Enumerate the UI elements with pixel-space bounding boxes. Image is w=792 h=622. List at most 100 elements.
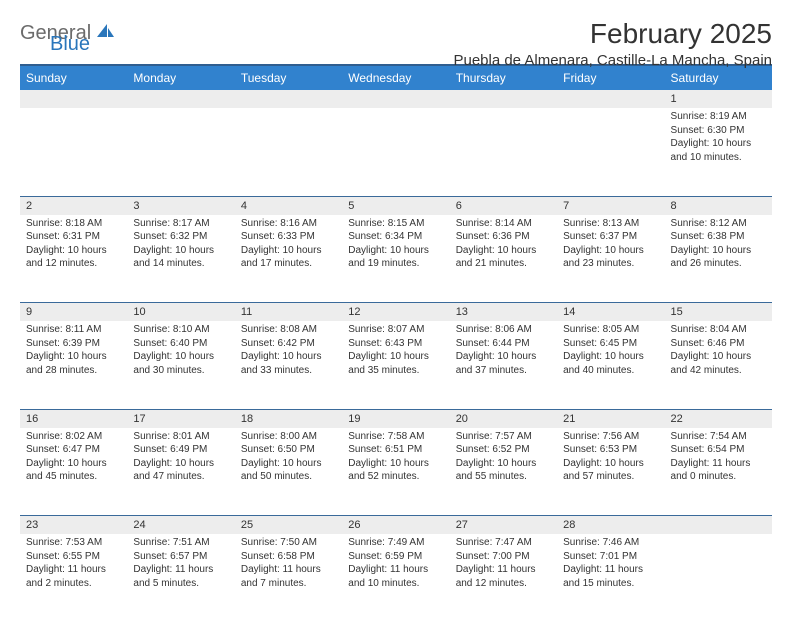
day-number: 5 xyxy=(342,197,449,215)
day-number-cell: 12 xyxy=(342,303,449,322)
brand-text-blue: Blue xyxy=(50,33,90,55)
day-number: 24 xyxy=(127,516,234,534)
day-cell-body: Sunrise: 8:14 AMSunset: 6:36 PMDaylight:… xyxy=(450,215,557,277)
day-cell: Sunrise: 8:07 AMSunset: 6:43 PMDaylight:… xyxy=(342,321,449,409)
day-cell-body: Sunrise: 7:50 AMSunset: 6:58 PMDaylight:… xyxy=(235,534,342,596)
day-cell xyxy=(557,108,664,196)
day-number-empty xyxy=(127,90,234,108)
day-cell-body: Sunrise: 8:15 AMSunset: 6:34 PMDaylight:… xyxy=(342,215,449,277)
day-number-cell: 19 xyxy=(342,409,449,428)
day-cell-body: Sunrise: 8:01 AMSunset: 6:49 PMDaylight:… xyxy=(127,428,234,490)
day-number-row: 232425262728 xyxy=(20,516,772,535)
day-cell-body: Sunrise: 7:46 AMSunset: 7:01 PMDaylight:… xyxy=(557,534,664,596)
day-number: 21 xyxy=(557,410,664,428)
calendar-page: General February 2025 Puebla de Almenara… xyxy=(0,0,792,622)
day-number-cell: 9 xyxy=(20,303,127,322)
day-cell: Sunrise: 8:01 AMSunset: 6:49 PMDaylight:… xyxy=(127,428,234,516)
day-number-cell: 17 xyxy=(127,409,234,428)
day-cell-body: Sunrise: 8:16 AMSunset: 6:33 PMDaylight:… xyxy=(235,215,342,277)
day-number: 22 xyxy=(665,410,772,428)
day-cell: Sunrise: 8:12 AMSunset: 6:38 PMDaylight:… xyxy=(665,215,772,303)
day-number-cell: 27 xyxy=(450,516,557,535)
day-number: 12 xyxy=(342,303,449,321)
day-number: 3 xyxy=(127,197,234,215)
day-number-row: 1 xyxy=(20,90,772,108)
day-cell: Sunrise: 8:14 AMSunset: 6:36 PMDaylight:… xyxy=(450,215,557,303)
day-number-cell: 26 xyxy=(342,516,449,535)
week-row: Sunrise: 8:19 AMSunset: 6:30 PMDaylight:… xyxy=(20,108,772,196)
day-number: 7 xyxy=(557,197,664,215)
day-number-cell: 4 xyxy=(235,196,342,215)
week-row: Sunrise: 8:02 AMSunset: 6:47 PMDaylight:… xyxy=(20,428,772,516)
day-header-cell: Tuesday xyxy=(235,65,342,90)
day-number-cell: 20 xyxy=(450,409,557,428)
day-header-cell: Monday xyxy=(127,65,234,90)
day-number: 13 xyxy=(450,303,557,321)
day-cell: Sunrise: 8:05 AMSunset: 6:45 PMDaylight:… xyxy=(557,321,664,409)
day-cell: Sunrise: 8:11 AMSunset: 6:39 PMDaylight:… xyxy=(20,321,127,409)
day-cell-body: Sunrise: 8:17 AMSunset: 6:32 PMDaylight:… xyxy=(127,215,234,277)
day-cell: Sunrise: 7:51 AMSunset: 6:57 PMDaylight:… xyxy=(127,534,234,622)
day-number: 6 xyxy=(450,197,557,215)
day-cell-body: Sunrise: 7:54 AMSunset: 6:54 PMDaylight:… xyxy=(665,428,772,490)
day-cell xyxy=(20,108,127,196)
calendar-table: SundayMondayTuesdayWednesdayThursdayFrid… xyxy=(20,64,772,622)
day-number: 10 xyxy=(127,303,234,321)
day-number: 23 xyxy=(20,516,127,534)
day-cell-body: Sunrise: 7:56 AMSunset: 6:53 PMDaylight:… xyxy=(557,428,664,490)
day-cell xyxy=(450,108,557,196)
day-cell-body: Sunrise: 7:51 AMSunset: 6:57 PMDaylight:… xyxy=(127,534,234,596)
day-header-cell: Sunday xyxy=(20,65,127,90)
day-cell-body: Sunrise: 8:04 AMSunset: 6:46 PMDaylight:… xyxy=(665,321,772,383)
day-number-cell: 5 xyxy=(342,196,449,215)
day-number-row: 2345678 xyxy=(20,196,772,215)
day-number-cell xyxy=(342,90,449,108)
day-cell: Sunrise: 7:56 AMSunset: 6:53 PMDaylight:… xyxy=(557,428,664,516)
day-number-cell: 18 xyxy=(235,409,342,428)
day-number-cell xyxy=(665,516,772,535)
day-number-cell: 15 xyxy=(665,303,772,322)
day-cell: Sunrise: 8:08 AMSunset: 6:42 PMDaylight:… xyxy=(235,321,342,409)
day-number-cell: 10 xyxy=(127,303,234,322)
day-number-cell: 14 xyxy=(557,303,664,322)
brand-blue-wrap: Blue xyxy=(50,33,110,56)
day-cell: Sunrise: 7:47 AMSunset: 7:00 PMDaylight:… xyxy=(450,534,557,622)
day-cell xyxy=(665,534,772,622)
day-cell: Sunrise: 7:49 AMSunset: 6:59 PMDaylight:… xyxy=(342,534,449,622)
day-number: 8 xyxy=(665,197,772,215)
day-cell-body: Sunrise: 8:07 AMSunset: 6:43 PMDaylight:… xyxy=(342,321,449,383)
day-number: 16 xyxy=(20,410,127,428)
day-cell: Sunrise: 7:50 AMSunset: 6:58 PMDaylight:… xyxy=(235,534,342,622)
day-number: 28 xyxy=(557,516,664,534)
day-cell-body: Sunrise: 7:53 AMSunset: 6:55 PMDaylight:… xyxy=(20,534,127,596)
day-number-cell: 1 xyxy=(665,90,772,108)
day-number-cell: 23 xyxy=(20,516,127,535)
day-number-cell: 28 xyxy=(557,516,664,535)
month-title: February 2025 xyxy=(453,18,772,50)
day-number: 26 xyxy=(342,516,449,534)
day-number-empty xyxy=(20,90,127,108)
day-cell xyxy=(127,108,234,196)
calendar-body: 1Sunrise: 8:19 AMSunset: 6:30 PMDaylight… xyxy=(20,90,772,622)
week-row: Sunrise: 8:18 AMSunset: 6:31 PMDaylight:… xyxy=(20,215,772,303)
day-number: 25 xyxy=(235,516,342,534)
day-cell-body: Sunrise: 8:08 AMSunset: 6:42 PMDaylight:… xyxy=(235,321,342,383)
day-cell: Sunrise: 8:15 AMSunset: 6:34 PMDaylight:… xyxy=(342,215,449,303)
day-number-cell xyxy=(20,90,127,108)
day-number: 15 xyxy=(665,303,772,321)
day-cell: Sunrise: 8:06 AMSunset: 6:44 PMDaylight:… xyxy=(450,321,557,409)
day-number-cell: 22 xyxy=(665,409,772,428)
day-number: 19 xyxy=(342,410,449,428)
day-number-cell: 16 xyxy=(20,409,127,428)
day-cell-body: Sunrise: 8:06 AMSunset: 6:44 PMDaylight:… xyxy=(450,321,557,383)
day-number: 18 xyxy=(235,410,342,428)
day-number-empty xyxy=(342,90,449,108)
day-number-cell: 24 xyxy=(127,516,234,535)
day-cell: Sunrise: 8:10 AMSunset: 6:40 PMDaylight:… xyxy=(127,321,234,409)
day-cell: Sunrise: 7:46 AMSunset: 7:01 PMDaylight:… xyxy=(557,534,664,622)
day-cell: Sunrise: 8:00 AMSunset: 6:50 PMDaylight:… xyxy=(235,428,342,516)
day-number-empty xyxy=(235,90,342,108)
day-cell-body: Sunrise: 7:47 AMSunset: 7:00 PMDaylight:… xyxy=(450,534,557,596)
title-block: February 2025 Puebla de Almenara, Castil… xyxy=(453,18,772,69)
week-row: Sunrise: 7:53 AMSunset: 6:55 PMDaylight:… xyxy=(20,534,772,622)
